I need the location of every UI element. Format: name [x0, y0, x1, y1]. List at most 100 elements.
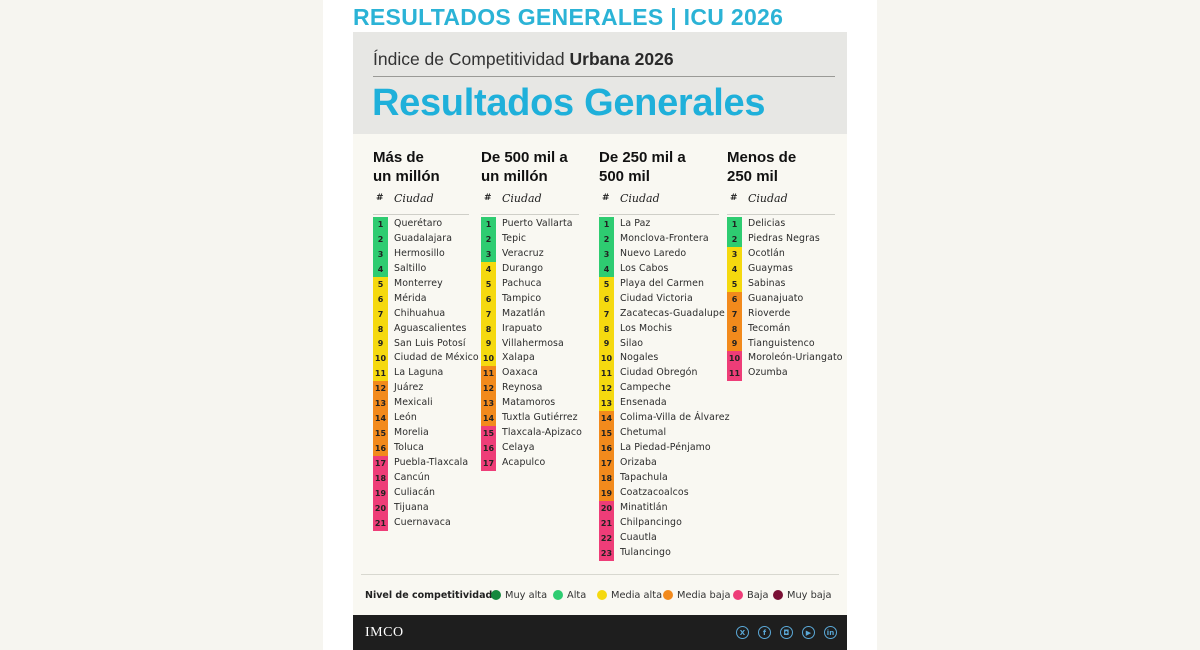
rank-badge: 5 [373, 276, 388, 292]
legend-dot-icon [553, 590, 563, 600]
instagram-icon[interactable]: ◘ [780, 626, 793, 639]
city-name: Monterrey [394, 277, 443, 289]
rank-badge: 7 [599, 306, 614, 322]
imco-logo[interactable]: IMCO [365, 625, 404, 640]
city-name: Saltillo [394, 262, 427, 274]
list-item: 11 Ciudad Obregón [599, 366, 697, 382]
city-name: Tuxtla Gutiérrez [502, 412, 578, 424]
city-name: Ciudad de México [394, 352, 479, 364]
rank-badge: 15 [599, 426, 614, 442]
list-item: 2 Tepic [481, 231, 568, 247]
city-name: Tianguistenco [748, 337, 815, 349]
linkedin-icon[interactable]: in [824, 626, 837, 639]
ranking-list: 1 Puerto Vallarta 2 Tepic 3 Veracruz 4 Durango 5… [481, 217, 582, 471]
column-title-line1: Menos de [727, 149, 797, 166]
city-name: Tepic [502, 232, 527, 244]
rank-header: # [730, 193, 738, 203]
list-item: 1 Querétaro [373, 217, 442, 232]
city-name: Tampico [502, 292, 542, 304]
list-item: 5 Pachuca [481, 276, 568, 292]
city-name: Monclova-Frontera [620, 232, 709, 244]
list-item: 4 Guaymas [727, 261, 796, 277]
list-item: 18 Tapachula [599, 470, 686, 486]
rank-badge: 10 [727, 351, 742, 367]
city-name: Puebla-Tlaxcala [394, 457, 469, 468]
ranking-list: 1 Querétaro 2 Guadalajara 3 Hermosillo 4 Saltil… [373, 217, 479, 531]
rank-badge: 4 [481, 261, 496, 277]
legend-item-label: Muy baja [787, 589, 832, 601]
rank-badge: 17 [599, 456, 614, 471]
list-item: 13 Mexicali [373, 396, 440, 412]
city-name: Ozumba [748, 367, 788, 379]
list-item: 23 Tulancingo [599, 545, 686, 561]
page-title: RESULTADOS GENERALES | ICU 2026 [353, 4, 784, 30]
list-item: 21 Chilpancingo [599, 515, 686, 531]
rank-badge: 10 [373, 351, 388, 367]
legend-item-baja: Baja [733, 588, 768, 602]
city-name: Zacatecas-Guadalupe [620, 307, 725, 319]
rank-badge: 2 [727, 231, 742, 247]
list-item: 17 Orizaba [599, 456, 686, 471]
city-name: Juárez [394, 382, 424, 394]
list-item: 15 Tlaxcala-Apizaco [481, 426, 582, 442]
city-header: Ciudad [394, 192, 434, 205]
list-item: 22 Cuautla [599, 530, 686, 546]
rank-badge: 6 [727, 291, 742, 307]
column-divider [481, 214, 579, 215]
list-item: 15 Chetumal [599, 426, 686, 442]
city-name: Cuautla [620, 531, 657, 543]
column-title-line2: un millón [373, 168, 440, 185]
list-item: 3 Nuevo Laredo [599, 246, 686, 262]
list-item: 8 Tecomán [727, 321, 796, 337]
list-item: 13 Ensenada [599, 396, 686, 412]
rank-badge: 14 [481, 411, 496, 427]
city-name: Delicias [748, 218, 786, 229]
list-item: 10 Xalapa [481, 351, 568, 367]
rank-badge: 5 [599, 276, 614, 292]
rank-badge: 2 [481, 231, 496, 247]
hero-banner: Índice de Competitividad Urbana 2026 Res… [353, 32, 847, 134]
list-item: 18 Cancún [373, 470, 440, 486]
city-name: Ocotlán [748, 247, 785, 259]
rank-badge: 22 [599, 530, 614, 546]
rank-badge: 10 [481, 351, 496, 367]
rank-badge: 8 [727, 321, 742, 337]
hero-subtitle-regular: Índice de Competitividad [373, 49, 570, 69]
legend-label: Nivel de competitividad [365, 590, 493, 601]
list-item: 8 Los Mochis [599, 321, 686, 337]
city-name: Xalapa [502, 352, 535, 364]
rank-badge: 8 [373, 321, 388, 337]
city-name: Ensenada [620, 397, 667, 409]
list-item: 16 La Piedad-Pénjamo [599, 441, 711, 456]
legend-item-label: Media alta [611, 589, 663, 601]
rank-badge: 23 [599, 545, 614, 561]
city-name: Colima-Villa de Álvarez [620, 412, 730, 424]
rank-badge: 21 [599, 515, 614, 531]
rank-badge: 4 [599, 261, 614, 277]
city-name: Moroleón-Uriangato [748, 352, 843, 364]
x-icon[interactable]: X [736, 626, 749, 639]
ranking-list: 1 La Paz 2 Monclova-Frontera 3 Nuevo Laredo 4 L… [599, 217, 729, 561]
rank-badge: 12 [373, 381, 388, 397]
list-item: 6 Ciudad Victoria [599, 291, 693, 307]
city-name: Ciudad Victoria [620, 292, 693, 304]
city-name: Culiacán [394, 486, 436, 498]
city-name: Tecomán [748, 322, 791, 334]
city-name: Veracruz [502, 247, 544, 259]
city-name: Irapuato [502, 322, 543, 334]
rank-badge: 18 [599, 470, 614, 486]
column-divider [727, 214, 835, 215]
rank-badge: 9 [599, 336, 614, 352]
column-title-line1: De 250 mil a [599, 149, 686, 166]
rank-badge: 3 [727, 246, 742, 262]
list-item: 4 Saltillo [373, 261, 440, 277]
list-item: 10 Moroleón-Uriangato [727, 351, 842, 367]
rank-badge: 11 [373, 366, 388, 382]
facebook-icon[interactable]: f [758, 626, 771, 639]
hero-subtitle-bold: Urbana 2026 [569, 49, 674, 69]
youtube-icon[interactable]: ▶ [802, 626, 815, 639]
rank-badge: 14 [373, 411, 388, 427]
city-name: Reynosa [502, 382, 543, 394]
list-item: 5 Monterrey [373, 276, 443, 292]
legend-item-label: Muy alta [505, 589, 548, 601]
